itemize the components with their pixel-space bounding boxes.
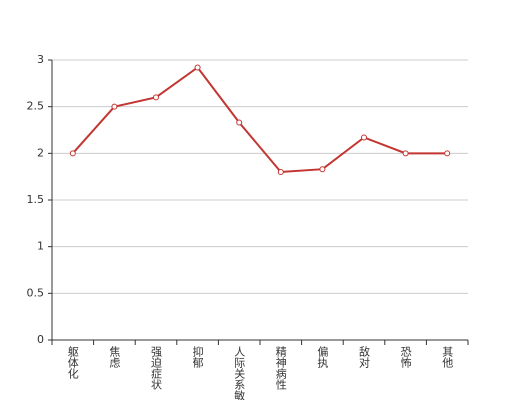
x-tick-label: 恐怖 xyxy=(399,346,412,368)
x-tick-label: 精神病性 xyxy=(274,346,287,391)
y-tick-label: 3 xyxy=(37,53,44,66)
x-tick-label: 躯体化 xyxy=(66,346,79,380)
point xyxy=(153,94,159,101)
point xyxy=(111,103,118,110)
point xyxy=(402,150,409,157)
point xyxy=(69,150,76,157)
point xyxy=(361,134,367,141)
y-tick-label: 2 xyxy=(37,146,44,159)
x-tick-label: 偏执 xyxy=(316,345,329,369)
point xyxy=(236,119,243,126)
y-tick-label: 0 xyxy=(37,333,44,346)
y-tick-label: 2.5 xyxy=(27,100,45,113)
x-tick-label: 敌对 xyxy=(358,345,371,368)
point xyxy=(319,166,326,173)
x-tick-label: 强迫症状 xyxy=(150,346,163,390)
x-tick-label: 焦虑 xyxy=(108,346,121,368)
x-tick-label: 人际关系敏感 xyxy=(233,346,246,400)
y-tick-label: 0.5 xyxy=(27,286,45,299)
y-tick-label: 1 xyxy=(37,240,44,253)
point xyxy=(277,169,284,175)
point xyxy=(194,64,201,71)
point xyxy=(444,150,451,157)
x-tick-label: 其他 xyxy=(441,346,454,368)
y-tick-label: 1.5 xyxy=(27,193,45,206)
line xyxy=(72,66,448,174)
x-tick-label: 抑郁 xyxy=(191,345,204,368)
